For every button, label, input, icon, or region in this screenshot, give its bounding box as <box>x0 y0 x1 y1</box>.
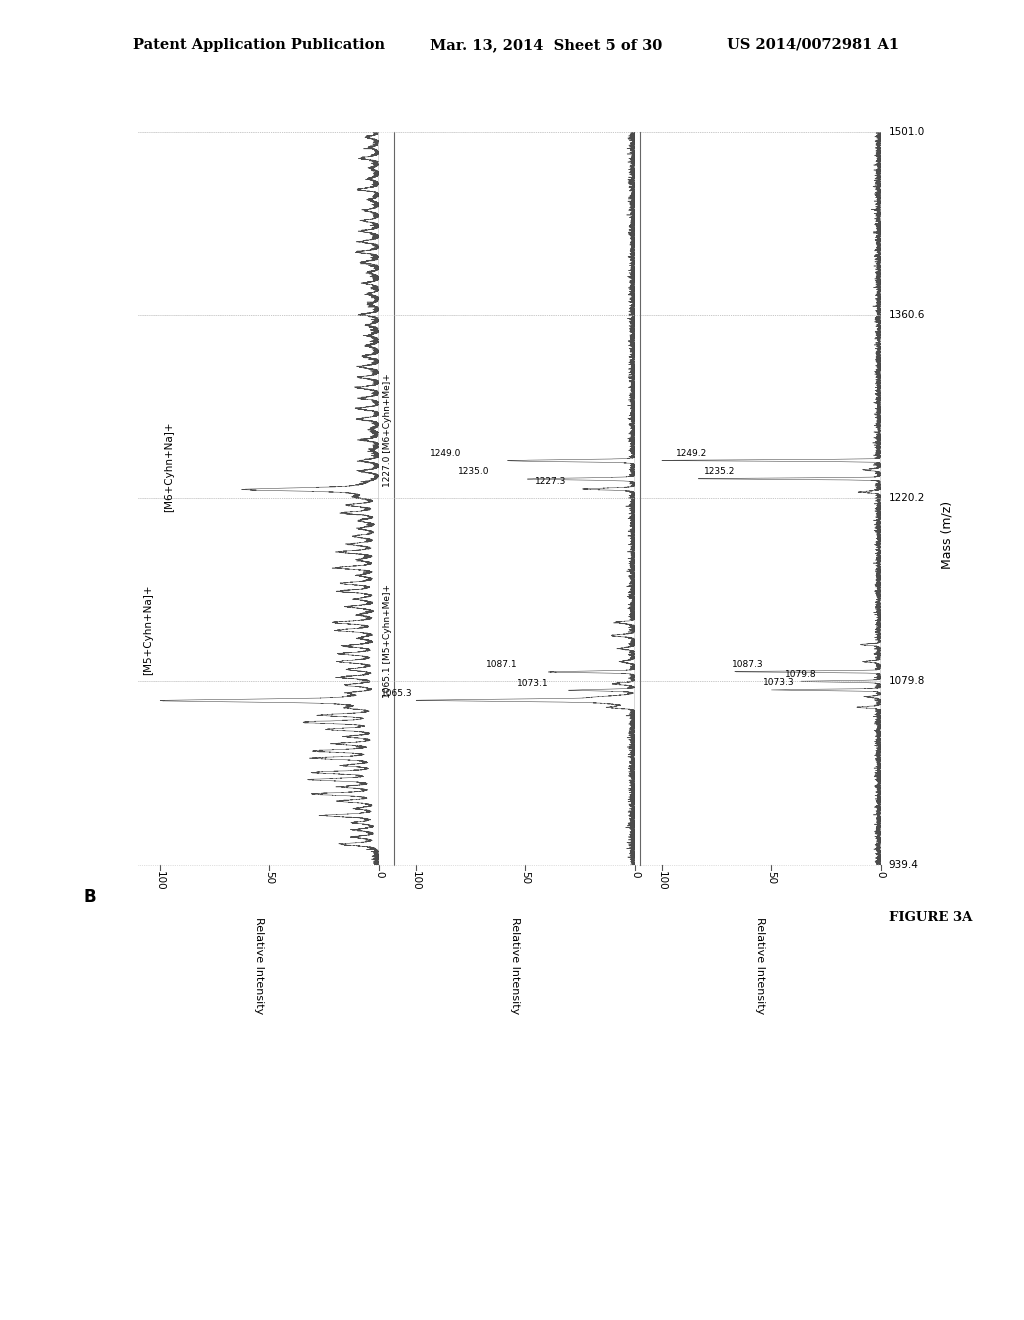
Text: 1073.3: 1073.3 <box>763 678 795 688</box>
Text: Patent Application Publication: Patent Application Publication <box>133 38 385 51</box>
Text: 50: 50 <box>766 871 776 884</box>
Text: Relative Intensity: Relative Intensity <box>254 917 263 1015</box>
Text: 100: 100 <box>656 871 667 891</box>
Text: 1079.8: 1079.8 <box>889 676 926 686</box>
Text: 1079.8: 1079.8 <box>784 669 816 678</box>
Text: US 2014/0072981 A1: US 2014/0072981 A1 <box>727 38 899 51</box>
Text: 1065.3: 1065.3 <box>381 689 413 698</box>
Text: 1065.1 [M5+Cyhn+Me]+: 1065.1 [M5+Cyhn+Me]+ <box>383 583 392 698</box>
Text: 1235.2: 1235.2 <box>703 467 735 477</box>
Text: 100: 100 <box>411 871 421 891</box>
Text: 0: 0 <box>876 871 886 878</box>
Text: Relative Intensity: Relative Intensity <box>510 917 519 1015</box>
Text: 1087.3: 1087.3 <box>732 660 764 669</box>
Text: 1227.3: 1227.3 <box>535 478 566 486</box>
Text: 1073.1: 1073.1 <box>517 678 549 688</box>
Text: 0: 0 <box>374 871 384 878</box>
Text: 1087.1: 1087.1 <box>486 660 518 669</box>
Text: 1235.0: 1235.0 <box>458 467 489 477</box>
Text: Mass (m/z): Mass (m/z) <box>941 500 953 569</box>
Text: 1249.0: 1249.0 <box>430 449 461 458</box>
Text: 1360.6: 1360.6 <box>889 310 926 321</box>
Text: Mar. 13, 2014  Sheet 5 of 30: Mar. 13, 2014 Sheet 5 of 30 <box>430 38 663 51</box>
Text: 50: 50 <box>264 871 274 884</box>
Text: 1227.0 [M6+Cyhn+Me]+: 1227.0 [M6+Cyhn+Me]+ <box>383 374 392 487</box>
Text: 100: 100 <box>155 871 165 891</box>
Text: 1220.2: 1220.2 <box>889 494 926 503</box>
Text: 1249.2: 1249.2 <box>676 449 707 458</box>
Text: 939.4: 939.4 <box>889 859 919 870</box>
Text: FIGURE 3A: FIGURE 3A <box>889 911 972 924</box>
Text: Relative Intensity: Relative Intensity <box>756 917 765 1015</box>
Text: [M6+Cyhn+Na]+: [M6+Cyhn+Na]+ <box>164 421 174 512</box>
Text: 1501.0: 1501.0 <box>889 127 925 137</box>
Text: 0: 0 <box>630 871 640 878</box>
Text: 50: 50 <box>520 871 530 884</box>
Text: [M5+Cyhn+Na]+: [M5+Cyhn+Na]+ <box>143 585 154 675</box>
Text: B: B <box>84 888 96 907</box>
